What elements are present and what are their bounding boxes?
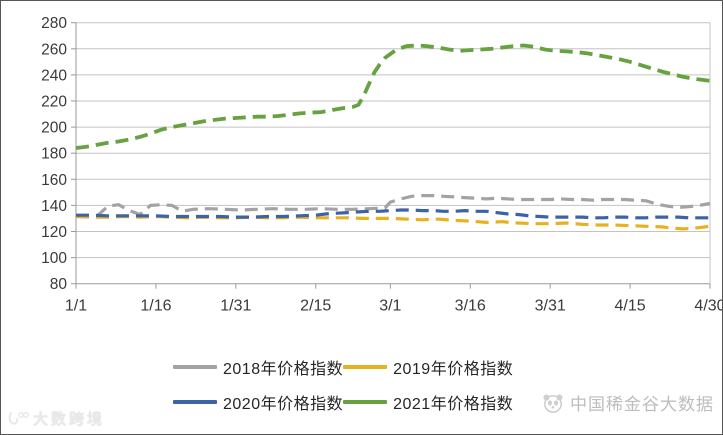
legend-item-2021: 2021年价格指数 [343,390,513,414]
x-axis-label-3/1: 3/1 [379,298,401,315]
y-axis-label-120: 120 [41,224,67,241]
x-axis-label-2/15: 2/15 [300,298,331,315]
y-axis-label-140: 140 [41,198,67,215]
series-line-2018 [76,194,711,219]
chart-legend: 2018年价格指数 2019年价格指数 2020年价格指数 2021年价格指数 [173,355,513,414]
y-axis-label-200: 200 [41,120,67,137]
legend-swatch-2021-line-icon [343,400,388,404]
legend-label-2018: 2018年价格指数 [223,361,344,378]
series-line-2019 [75,214,711,231]
y-axis-label-280: 280 [41,15,67,32]
series-line-2021 [75,43,711,150]
x-axis-label-1/16: 1/16 [140,298,171,315]
x-axis-label-4/30: 4/30 [694,298,723,315]
y-axis-label-220: 220 [41,94,67,111]
legend-item-2019: 2019年价格指数 [343,355,513,379]
x-axis-label-4/15: 4/15 [615,298,646,315]
x-axis-label-3/16: 3/16 [455,298,486,315]
legend-label-2020: 2020年价格指数 [223,396,344,413]
y-axis-label-260: 260 [41,41,67,58]
legend-swatch-2019-line-icon [343,365,388,369]
legend-label-2019: 2019年价格指数 [393,361,514,378]
y-axis-label-160: 160 [41,172,67,189]
legend-swatch-2018-line-icon [173,365,217,369]
series-line-2020 [76,208,710,220]
legend-row-2: 2020年价格指数 2021年价格指数 [173,390,513,414]
legend-item-2020: 2020年价格指数 [173,390,343,414]
y-axis-label-100: 100 [41,250,67,267]
x-axis-label-1/1: 1/1 [65,298,87,315]
x-axis-label-3/31: 3/31 [535,298,566,315]
y-axis-label-80: 80 [50,276,68,293]
x-axis-label-1/31: 1/31 [220,298,251,315]
legend-row-1: 2018年价格指数 2019年价格指数 [173,355,513,379]
y-axis-label-240: 240 [41,67,67,84]
legend-swatch-2020-line-icon [173,400,217,404]
y-axis-label-180: 180 [41,146,67,163]
legend-label-2021: 2021年价格指数 [393,396,514,413]
legend-item-2018: 2018年价格指数 [173,355,343,379]
